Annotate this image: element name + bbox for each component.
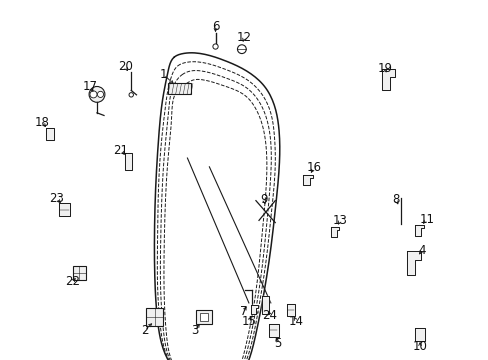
Bar: [73, 266, 85, 280]
Text: 20: 20: [118, 60, 132, 73]
Text: 12: 12: [237, 31, 251, 44]
Text: 2: 2: [141, 324, 148, 337]
Text: 11: 11: [418, 213, 433, 226]
Polygon shape: [250, 305, 257, 314]
Text: 8: 8: [391, 193, 399, 206]
Text: 19: 19: [377, 62, 392, 75]
Text: 15: 15: [241, 315, 256, 328]
Text: 9: 9: [260, 193, 267, 206]
Bar: [196, 310, 212, 324]
Polygon shape: [382, 69, 394, 90]
Bar: [145, 308, 163, 326]
Text: 24: 24: [262, 309, 277, 322]
Bar: [200, 313, 208, 321]
Text: 22: 22: [65, 275, 80, 288]
Text: 10: 10: [412, 340, 427, 353]
Text: 7: 7: [240, 305, 247, 318]
Polygon shape: [268, 324, 278, 337]
Text: 5: 5: [274, 337, 281, 350]
Text: 21: 21: [113, 144, 128, 157]
Circle shape: [97, 91, 103, 98]
Polygon shape: [124, 153, 131, 170]
Text: 6: 6: [211, 20, 219, 33]
Text: 13: 13: [332, 214, 347, 227]
Circle shape: [89, 86, 104, 102]
Polygon shape: [302, 175, 312, 185]
Circle shape: [212, 44, 218, 49]
Text: 4: 4: [418, 244, 425, 257]
Polygon shape: [407, 251, 420, 275]
Circle shape: [129, 93, 133, 97]
Polygon shape: [414, 225, 423, 236]
Text: 17: 17: [82, 80, 97, 94]
Polygon shape: [262, 296, 268, 314]
Text: 14: 14: [288, 315, 303, 328]
Polygon shape: [286, 304, 294, 316]
Text: 16: 16: [306, 161, 321, 174]
Circle shape: [90, 91, 97, 98]
Circle shape: [237, 45, 246, 54]
Text: 23: 23: [49, 192, 64, 205]
Text: 18: 18: [35, 116, 50, 130]
Text: 3: 3: [191, 324, 199, 337]
Text: 1: 1: [160, 68, 167, 81]
Polygon shape: [45, 128, 53, 140]
Polygon shape: [59, 203, 70, 216]
Polygon shape: [330, 227, 338, 237]
Polygon shape: [414, 328, 424, 341]
Bar: [168, 84, 190, 94]
